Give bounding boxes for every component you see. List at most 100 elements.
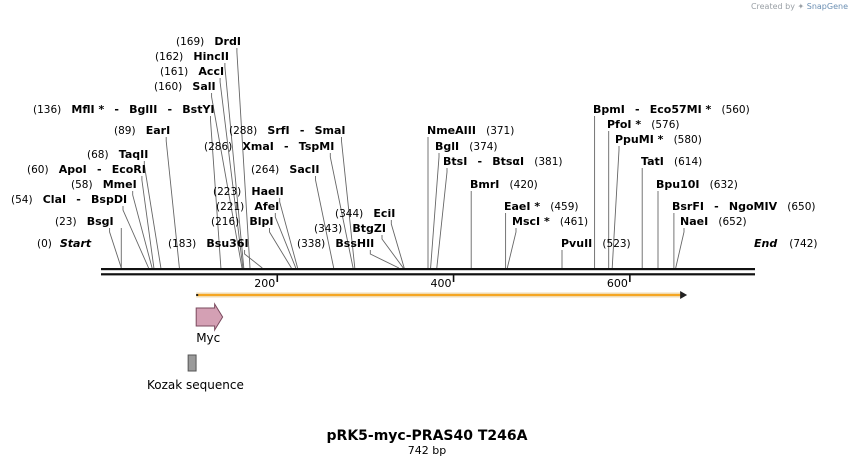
site-position: (58) [71,179,93,191]
enzyme-name-naei: NaeI [680,215,708,228]
label-space [499,173,509,192]
site-position: (374) [469,141,497,153]
enzyme-name-bsrfi: BsrFI [672,200,704,213]
site-position: (461) [560,216,588,228]
label-space [241,180,251,199]
methylation-star: * [632,118,642,131]
label-space [482,150,492,169]
enzyme-name-pvuii: PvuII [561,237,592,250]
enzyme-name-apoi: ApoI [59,163,87,176]
label-space [49,158,59,177]
watermark: Created by ✦ SnapGene [751,2,848,11]
site-position: (344) [335,208,363,220]
site-label-sali: (160) SalI [154,75,216,94]
site-separator: - [284,140,289,153]
label-space [104,98,114,117]
enzyme-name-tspmi: TspMI [299,140,335,153]
myc-feature-arrow-icon [195,302,224,332]
label-space [663,128,673,147]
site-separator: - [168,103,173,116]
end-name: End [754,237,777,250]
site-label-nmeaiii: NmeAIII (371) [427,119,514,138]
site-line-msci [506,228,517,269]
site-label-bsshii: (338) BssHII [297,232,374,251]
enzyme-name-bsshii: BssHII [335,237,374,250]
site-label-pfoi: PfoI * (576) [607,113,680,132]
endpoints-group: (0) Start End (742) [37,237,817,250]
site-line-taqii [143,161,162,269]
site-position: (160) [154,81,182,93]
site-position: (162) [155,51,183,63]
enzyme-name-ngomiv: NgoMIV [729,200,778,213]
site-line-mmei [132,191,153,269]
end-label: End (742) [754,237,817,250]
site-line-blpi [269,228,292,269]
site-line-bsgi [109,228,122,269]
methylation-star: * [654,133,664,146]
enzyme-name-bsu36i: Bsu36I [206,237,248,250]
backbone-bottom-strand [101,273,755,276]
kozak-feature-label: Kozak sequence [147,378,244,392]
features-group: Myc Kozak sequence [147,302,244,392]
enzyme-name-nmeaiii: NmeAIII [427,124,476,137]
methylation-star: * [531,200,541,213]
site-position: (338) [297,238,325,250]
site-line-eari [165,137,180,269]
site-label-tati: TatI (614) [641,150,702,169]
backbone-top-strand [101,268,755,271]
site-position: (288) [229,125,257,137]
site-label-pvuii: PvuII (523) [561,232,631,251]
site-line-bgli [430,153,440,269]
site-position: (89) [114,125,136,137]
start-label: (0) Start [37,237,92,250]
label-space [711,98,721,117]
site-line-drdi [236,48,251,269]
enzyme-name-clai: ClaI [43,193,66,206]
ruler-ticks-group: 200 400 600 [254,275,631,290]
site-line-srfi-smai [341,137,356,269]
end-position: (742) [789,238,817,250]
site-line-sacii [315,176,335,269]
site-label-bpu10i: Bpu10I (632) [656,173,738,192]
site-label-clai-bspdi: (54) ClaI - BspDI [11,188,127,207]
enzyme-name-sali: SalI [192,80,215,93]
label-space [274,135,284,154]
enzyme-name-drdi: DrdI [214,35,241,48]
site-label-apoi-ecori: (60) ApoI - EcoRI [27,158,146,177]
enzyme-name-mfli: MflI [71,103,94,116]
site-position: (60) [27,164,49,176]
orf-group [196,291,688,299]
site-position: (136) [33,104,61,116]
site-label-bpmi-eco57mi: BpmI - Eco57MI * (560) [593,98,750,117]
site-line-acci [219,78,244,269]
site-position: (286) [204,141,232,153]
site-label-taqii: (68) TaqII [87,143,148,162]
label-space [196,232,206,251]
label-space [61,98,71,117]
site-position: (264) [251,164,279,176]
site-label-sacii: (264) SacII [251,158,319,177]
enzyme-name-xmai: XmaI [242,140,273,153]
site-position: (652) [718,216,746,228]
site-label-ppumi: PpuMI * (580) [615,128,702,147]
site-line-clai-bspdi [122,206,150,269]
site-separator: - [97,163,102,176]
label-space [172,98,182,117]
site-label-blpi: (216) BlpI [211,210,274,229]
site-position: (459) [550,201,578,213]
label-space [719,195,729,214]
label-space [664,150,674,169]
site-label-ecii: (344) EciI [335,202,395,221]
site-label-btsi-bts-i: BtsI - BtsαI (381) [443,150,562,169]
site-line-xmai-tspmi [329,153,354,269]
label-space [592,232,602,251]
label-space [136,119,146,138]
label-space [777,195,787,214]
site-label-hincii: (162) HincII [155,45,229,64]
label-space [77,210,87,229]
enzyme-name-mmei: MmeI [103,178,137,191]
start-position: (0) [37,238,52,250]
enzyme-name-blpi: BlpI [249,215,273,228]
enzyme-name-smai: SmaI [315,124,346,137]
